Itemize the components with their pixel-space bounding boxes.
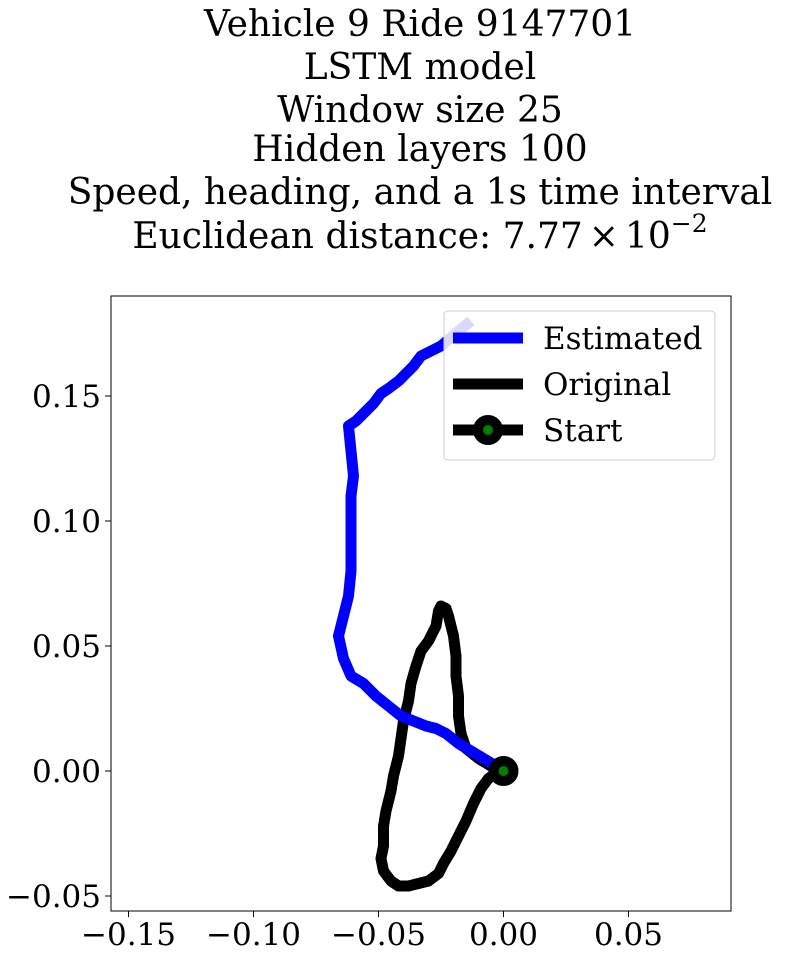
x-tick-label: −0.05 — [331, 917, 426, 953]
title-line-5: Speed, heading, and a 1s time interval — [68, 172, 773, 213]
legend-start-marker — [473, 415, 503, 445]
legend-box — [443, 310, 716, 461]
title-line-6-ten: 10 — [625, 216, 671, 257]
legend: Estimated Original Start — [443, 310, 716, 461]
title-line-4: Hidden layers 100 — [252, 129, 587, 170]
start-marker — [488, 756, 519, 786]
series-estimated-line — [333, 316, 507, 776]
chart-title: Vehicle 9 Ride 9147701 LSTM model Window… — [68, 4, 773, 257]
y-tick-label: 0.00 — [32, 754, 101, 790]
plot-frame — [110, 295, 732, 912]
series-layer — [333, 316, 507, 892]
x-tick-label: −0.10 — [206, 917, 301, 953]
title-line-6: Euclidean distance: 7.77 × 10−2 — [132, 209, 707, 257]
x-tick-label: 0.00 — [469, 917, 538, 953]
series-original-line — [375, 600, 506, 892]
x-axis: −0.15 −0.10 −0.05 0.00 0.05 — [81, 911, 663, 953]
y-tick-label: 0.15 — [32, 379, 101, 415]
y-axis: −0.05 0.00 0.05 0.10 0.15 — [6, 379, 111, 915]
legend-estimated-label: Estimated — [543, 321, 702, 357]
legend-original-label: Original — [543, 367, 671, 403]
title-line-6-times: × — [589, 216, 619, 257]
title-line-6-base: Euclidean distance: 7.77 — [132, 216, 582, 257]
x-tick-label: −0.15 — [81, 917, 176, 953]
x-tick-label: 0.05 — [594, 917, 663, 953]
start-layer — [488, 756, 519, 786]
title-line-6-exponent: −2 — [671, 209, 708, 238]
title-line-2: LSTM model — [304, 47, 537, 88]
y-tick-label: −0.05 — [6, 879, 101, 915]
legend-start-label: Start — [543, 413, 623, 449]
y-tick-label: 0.05 — [32, 629, 101, 665]
y-tick-label: 0.10 — [32, 504, 101, 540]
title-line-1: Vehicle 9 Ride 9147701 — [203, 4, 636, 45]
title-line-3: Window size 25 — [277, 90, 563, 131]
